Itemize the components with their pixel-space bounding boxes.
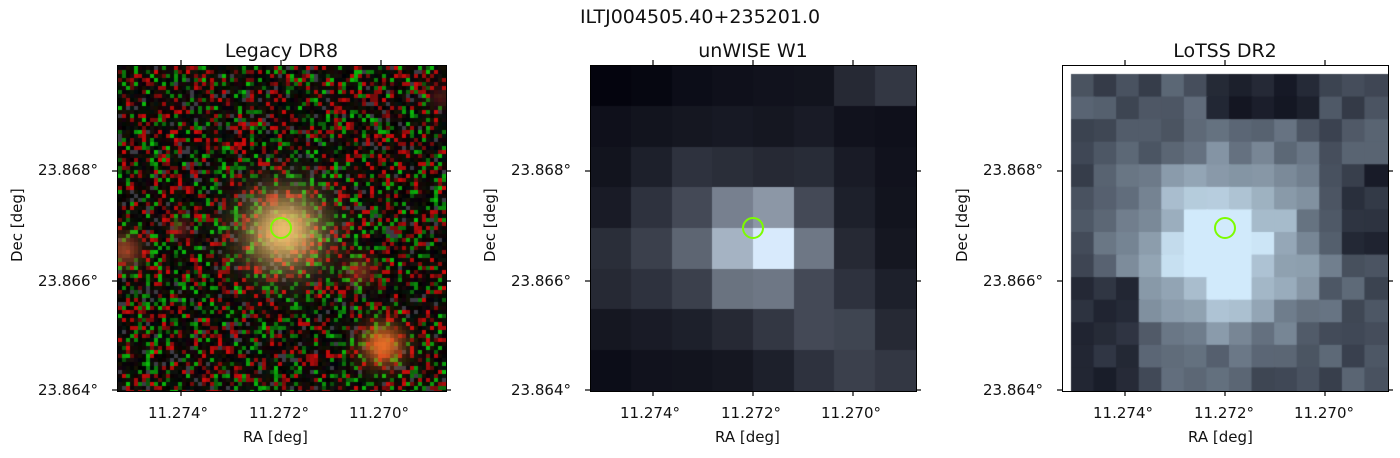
xtick-label: 11.274° bbox=[148, 404, 208, 422]
xtick-label: 11.272° bbox=[1194, 404, 1254, 422]
ytick-label: 23.866° bbox=[511, 272, 571, 290]
ytick-label: 23.868° bbox=[983, 161, 1043, 179]
xtick-label: 11.274° bbox=[620, 404, 680, 422]
x-axis-label: RA [deg] bbox=[243, 428, 308, 446]
ytick-label: 23.864° bbox=[38, 381, 98, 399]
ytick-label: 23.866° bbox=[38, 272, 98, 290]
lotss-dr2-image bbox=[1062, 65, 1389, 392]
ytick-label: 23.864° bbox=[511, 381, 571, 399]
panel-title-legacy: Legacy DR8 bbox=[224, 40, 339, 62]
x-axis-label: RA [deg] bbox=[1188, 428, 1253, 446]
xtick-label: 11.272° bbox=[721, 404, 781, 422]
ytick-label: 23.866° bbox=[983, 272, 1043, 290]
panel-title-unwise: unWISE W1 bbox=[698, 40, 808, 62]
source-marker-circle bbox=[742, 217, 764, 239]
xtick-label: 11.274° bbox=[1093, 404, 1153, 422]
figure-title: ILTJ004505.40+235201.0 bbox=[579, 6, 821, 28]
xtick-label: 11.270° bbox=[821, 404, 881, 422]
unwise-w1-image bbox=[590, 65, 917, 392]
xtick-label: 11.270° bbox=[349, 404, 409, 422]
xtick-label: 11.270° bbox=[1294, 404, 1354, 422]
ytick-label: 23.868° bbox=[511, 161, 571, 179]
source-marker-circle bbox=[1214, 217, 1236, 239]
xtick-label: 11.272° bbox=[249, 404, 309, 422]
x-axis-label: RA [deg] bbox=[715, 428, 780, 446]
source-marker-circle bbox=[270, 217, 292, 239]
panel-title-lotss: LoTSS DR2 bbox=[1173, 40, 1277, 62]
ytick-label: 23.868° bbox=[38, 161, 98, 179]
ytick-label: 23.864° bbox=[983, 381, 1043, 399]
legacy-dr8-image bbox=[117, 65, 447, 392]
